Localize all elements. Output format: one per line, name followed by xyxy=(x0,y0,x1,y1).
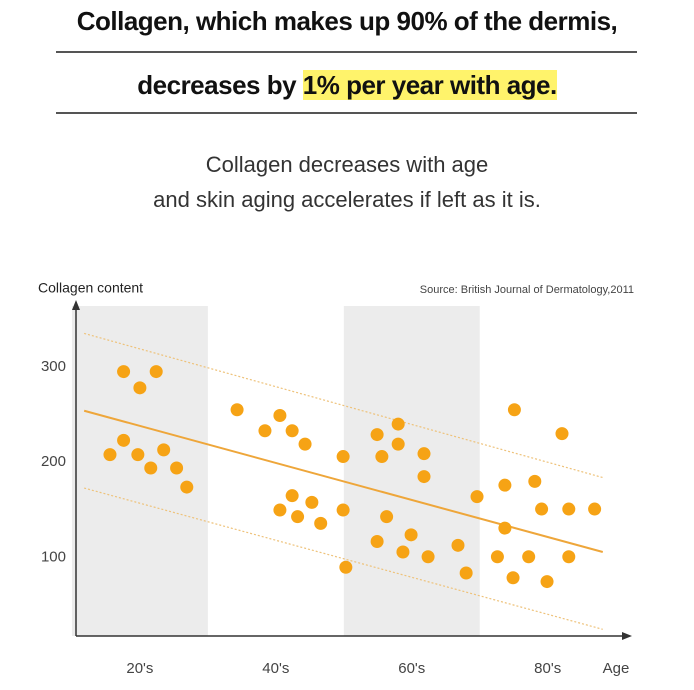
point xyxy=(131,448,145,462)
rule xyxy=(56,51,637,53)
y-tick-label: 300 xyxy=(41,358,66,375)
point xyxy=(144,461,158,475)
point xyxy=(421,550,435,564)
point xyxy=(117,433,131,447)
trend-line xyxy=(83,332,603,479)
y-axis-title: Collagen content xyxy=(38,280,143,296)
point xyxy=(470,490,484,504)
y-tick-label: 200 xyxy=(41,453,66,470)
headline: Collagen, which makes up 90% of the derm… xyxy=(76,6,618,36)
point xyxy=(298,437,312,451)
point xyxy=(451,538,465,552)
point xyxy=(285,424,299,438)
point xyxy=(391,437,405,451)
point xyxy=(133,381,147,395)
point xyxy=(562,502,576,516)
point xyxy=(459,566,473,580)
decade-band xyxy=(343,306,480,636)
point xyxy=(336,450,350,464)
point xyxy=(103,448,117,462)
point xyxy=(380,510,394,524)
point xyxy=(305,495,319,509)
point xyxy=(258,424,272,438)
point xyxy=(490,550,504,564)
point xyxy=(391,417,405,431)
trend-line xyxy=(83,487,603,630)
x-tick-label: 80's xyxy=(534,660,561,677)
point xyxy=(417,447,431,461)
point xyxy=(339,560,353,574)
point xyxy=(506,571,520,585)
point xyxy=(404,528,418,542)
point xyxy=(170,461,184,475)
headline: decreases by 1% per year with age. xyxy=(0,70,694,101)
rule xyxy=(56,112,637,114)
point xyxy=(157,443,171,457)
x-axis-title: Age xyxy=(603,660,630,677)
highlight: 1% per year with age. xyxy=(302,70,557,100)
point xyxy=(417,470,431,484)
y-tick-label: 100 xyxy=(41,549,66,566)
point xyxy=(117,365,131,379)
point xyxy=(588,502,602,516)
point xyxy=(535,502,549,516)
x-tick-label: 40's xyxy=(262,660,289,677)
point xyxy=(370,428,384,442)
point xyxy=(273,409,287,422)
source: Source: British Journal of Dermatology,2… xyxy=(420,284,634,296)
point xyxy=(396,545,410,559)
point xyxy=(230,403,244,417)
point xyxy=(540,575,554,589)
point xyxy=(180,480,194,494)
trend-line xyxy=(83,409,604,553)
subtitle: and skin aging accelerates if left as it… xyxy=(153,187,541,212)
point xyxy=(370,535,384,548)
x-tick-label: 20's xyxy=(126,660,153,677)
y-axis-arrow xyxy=(72,300,80,310)
point xyxy=(149,365,163,379)
point xyxy=(336,503,350,517)
point xyxy=(498,521,512,535)
point xyxy=(285,489,299,503)
x-tick-label: 60's xyxy=(398,660,425,677)
headline-text: decreases by xyxy=(137,70,303,100)
point xyxy=(291,510,305,524)
point xyxy=(528,474,542,488)
point xyxy=(375,450,389,464)
point xyxy=(562,550,576,564)
point xyxy=(314,516,328,530)
point xyxy=(555,427,569,441)
point xyxy=(507,403,521,417)
point xyxy=(498,478,512,492)
decade-band xyxy=(71,306,208,636)
point xyxy=(522,550,536,564)
point xyxy=(273,503,287,517)
subtitle: Collagen decreases with age xyxy=(205,152,489,177)
x-axis-arrow xyxy=(622,632,632,640)
